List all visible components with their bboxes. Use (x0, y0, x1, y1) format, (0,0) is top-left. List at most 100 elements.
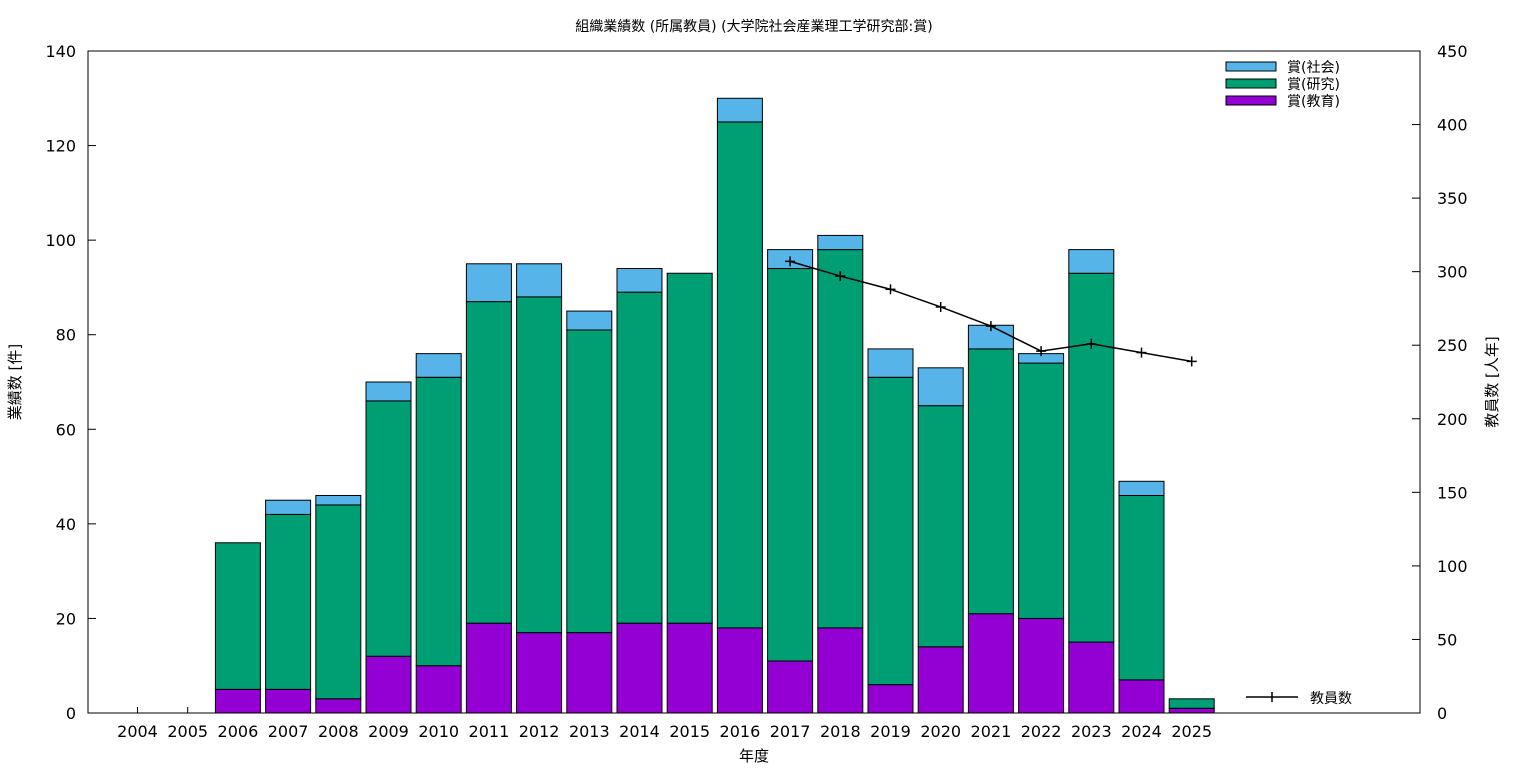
bar-segment (616, 291, 663, 624)
y2-tick-label: 200 (1437, 410, 1468, 429)
x-tick-label: 2011 (469, 722, 510, 741)
bar-segment (415, 665, 462, 714)
legend-swatch (1225, 61, 1277, 72)
y-tick-label: 20 (56, 609, 76, 628)
y2-tick-label: 150 (1437, 483, 1468, 502)
bar-segment (415, 353, 462, 378)
bar-segment (214, 542, 261, 690)
y2-axis-label: 教員数 [人年] (1483, 336, 1501, 427)
bar-segment (967, 348, 1014, 615)
y2-tick-label: 0 (1437, 704, 1447, 723)
bar-segment (214, 688, 261, 714)
bar-segment (967, 613, 1014, 714)
bar-segment (315, 504, 362, 700)
bar-segment (616, 268, 663, 293)
bar-segment (1168, 698, 1215, 709)
x-tick-label: 2019 (870, 722, 911, 741)
bar-segment (716, 97, 763, 123)
bar-segment (917, 646, 964, 714)
x-axis-label: 年度 (739, 747, 769, 765)
y-tick-label: 40 (56, 515, 76, 534)
bar-segment (1068, 641, 1115, 714)
legend-label: 賞(研究) (1287, 77, 1340, 93)
bar-segment (817, 249, 864, 629)
bar-segment (265, 499, 312, 515)
bar-segment (1118, 480, 1165, 496)
bar-segment (265, 688, 312, 714)
x-tick-label: 2008 (318, 722, 359, 741)
legend-swatch (1225, 78, 1277, 89)
x-tick-label: 2021 (971, 722, 1012, 741)
x-tick-label: 2014 (619, 722, 660, 741)
x-tick-label: 2018 (820, 722, 861, 741)
y-tick-label: 0 (66, 704, 76, 723)
x-tick-label: 2020 (920, 722, 961, 741)
bar-segment (867, 348, 914, 378)
bar-segment (1118, 679, 1165, 714)
bar-segment (1118, 494, 1165, 681)
bar-segment (265, 513, 312, 690)
bar-segment (566, 329, 613, 634)
bar-segment (516, 263, 563, 298)
y-tick-label: 60 (56, 420, 76, 439)
x-tick-label: 2013 (569, 722, 610, 741)
y2-tick-label: 450 (1437, 42, 1468, 61)
bar-segment (415, 376, 462, 667)
x-tick-label: 2007 (268, 722, 309, 741)
x-tick-label: 2017 (770, 722, 811, 741)
y2-tick-label: 100 (1437, 557, 1468, 576)
y2-tick-label: 50 (1437, 630, 1457, 649)
x-tick-label: 2023 (1071, 722, 1112, 741)
bar-segment (516, 632, 563, 714)
bar-segment (817, 627, 864, 714)
bar-segment (716, 121, 763, 629)
bar-segment (315, 494, 362, 506)
x-tick-label: 2006 (218, 722, 259, 741)
bar-segment (1068, 249, 1115, 274)
plot-area: 0 20 40 60 80 100 120 140 0 50 100 150 200 250 300 350 4… (45, 42, 1467, 741)
y2-tick-label: 300 (1437, 263, 1468, 282)
x-tick-label: 2025 (1171, 722, 1212, 741)
legend-line-label: 教員数 (1310, 691, 1352, 707)
bar-segment (867, 684, 914, 714)
bar-segment (666, 272, 713, 624)
bar-segment (867, 376, 914, 686)
bar-segment (465, 301, 512, 624)
x-tick-label: 2009 (368, 722, 409, 741)
bar-segment (917, 367, 964, 407)
bar-segment (566, 632, 613, 714)
x-tick-label: 2016 (720, 722, 761, 741)
y2-tick-label: 400 (1437, 116, 1468, 135)
x-tick-label: 2012 (519, 722, 560, 741)
bar-segment (365, 400, 412, 657)
bar-segment (767, 268, 814, 662)
x-tick-label: 2004 (117, 722, 158, 741)
x-tick-label: 2010 (418, 722, 459, 741)
bar-segment (716, 627, 763, 714)
bar-segment (365, 655, 412, 714)
bar-segment (1018, 362, 1065, 619)
bar-segment (365, 381, 412, 402)
legend-label: 賞(社会) (1287, 60, 1340, 76)
bar-segment (616, 622, 663, 714)
bar-segment (767, 660, 814, 714)
bar-segment (1168, 707, 1215, 714)
y2-tick-label: 350 (1437, 189, 1468, 208)
y2-tick-label: 250 (1437, 336, 1468, 355)
x-tick-label: 2015 (669, 722, 710, 741)
bar-segment (315, 698, 362, 714)
bar-segment (465, 263, 512, 303)
y-tick-label: 100 (45, 231, 76, 250)
x-tick-label: 2024 (1121, 722, 1162, 741)
legend-swatch (1225, 95, 1277, 106)
y-tick-label: 80 (56, 326, 76, 345)
bar-segment (1068, 272, 1115, 643)
y-axis-label: 業績数 [件] (6, 344, 24, 420)
bar-segment (917, 405, 964, 648)
bar-segment (666, 622, 713, 714)
bar-segment (817, 234, 864, 251)
bar-segment (1018, 617, 1065, 714)
y-tick-label: 120 (45, 137, 76, 156)
chart-title: 組織業績数 (所属教員) (大学院社会産業理工学研究部:賞) (575, 19, 932, 35)
